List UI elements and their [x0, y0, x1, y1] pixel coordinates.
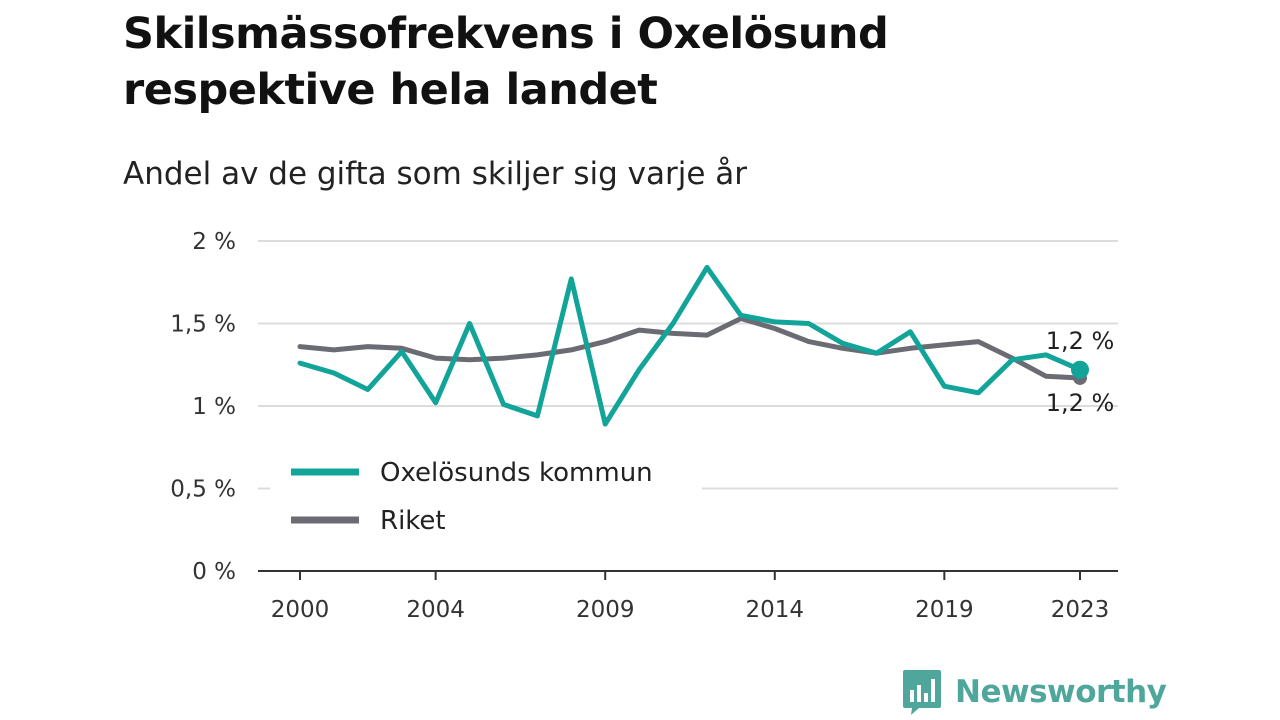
bar-chart-speech-bubble-icon: [903, 670, 941, 715]
end-point-oxelosund: [1071, 360, 1089, 379]
legend-background: [270, 447, 702, 543]
x-tick-label: 2023: [1051, 597, 1110, 623]
y-tick-label: 1 %: [192, 394, 236, 420]
end-label-riket: 1,2 %: [1046, 389, 1115, 417]
y-tick-label: 1,5 %: [170, 312, 236, 338]
x-tick-label: 2019: [915, 597, 974, 623]
end-labels: 1,2 % 1,2 %: [1046, 327, 1115, 417]
x-tick-label: 2014: [746, 597, 805, 623]
end-label-oxelosund: 1,2 %: [1046, 327, 1115, 355]
y-tick-label: 0 %: [192, 559, 236, 585]
y-tick-label: 2 %: [192, 229, 236, 255]
series-line-riket: [297, 316, 1083, 381]
y-tick-label: 0,5 %: [170, 477, 236, 503]
newsworthy-logo: Newsworthy: [901, 668, 1167, 716]
chart-title: Skilsmässofrekvens i Oxelösund respektiv…: [123, 9, 889, 115]
legend: Oxelösunds kommun Riket: [270, 447, 702, 543]
legend-label: Oxelösunds kommun: [380, 458, 653, 488]
y-axis-ticks: 0 % 0,5 % 1 % 1,5 % 2 %: [170, 229, 236, 585]
x-tick-label: 2000: [271, 597, 330, 623]
series-lines: [297, 264, 1089, 427]
chart-subtitle: Andel av de gifta som skiljer sig varje …: [123, 156, 747, 192]
legend-label: Riket: [380, 506, 446, 536]
series-line-oxelosund: [297, 264, 1083, 427]
logo-text: Newsworthy: [955, 674, 1167, 710]
x-tick-label: 2009: [576, 597, 635, 623]
x-axis-ticks: 2000 2004 2009 2014 2019 2023: [271, 571, 1110, 623]
x-tick-label: 2004: [406, 597, 465, 623]
